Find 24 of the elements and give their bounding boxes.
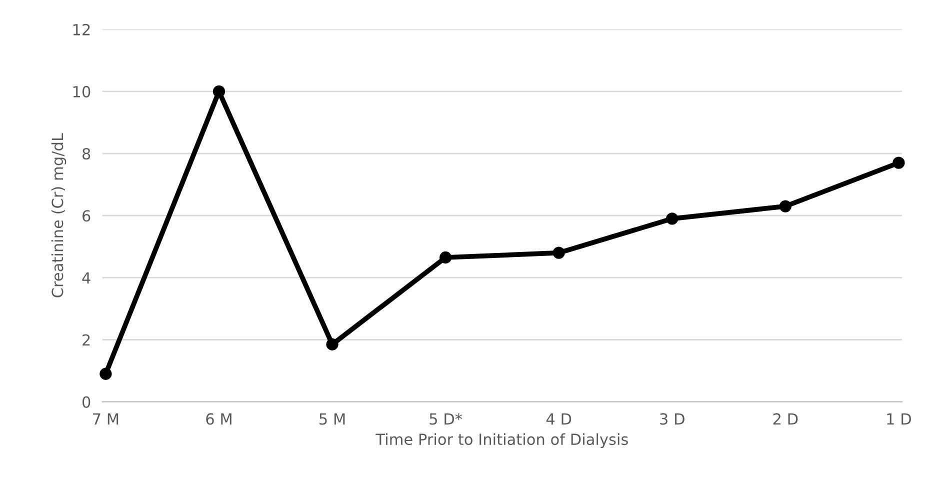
x-tick-label: 5 D*	[430, 413, 462, 425]
x-tick-label: 5 M	[320, 413, 345, 425]
x-tick-label: 1 D	[887, 413, 911, 425]
point	[779, 200, 792, 212]
point	[892, 156, 905, 169]
y-tick-label: 8	[82, 148, 90, 160]
point	[326, 338, 338, 350]
point	[666, 212, 678, 225]
y-tick-label: 6	[82, 210, 90, 222]
point	[552, 246, 565, 259]
x-tick-label: 7 M	[93, 413, 118, 425]
y-tick-label: 12	[73, 24, 90, 36]
y-tick-label: 10	[73, 86, 90, 98]
x-axis-title: Time Prior to Initiation of Dialysis	[376, 433, 628, 448]
x-tick-label: 4 D	[546, 413, 572, 425]
point	[100, 368, 112, 380]
x-tick-label: 3 D	[660, 413, 684, 425]
y-axis-title: Creatinine (Cr) mg/dL	[51, 133, 66, 298]
y-tick-label: 2	[82, 334, 90, 346]
x-tick-label: 6 M	[206, 413, 232, 425]
y-tick-label: 0	[82, 396, 90, 408]
x-tick-label: 2 D	[773, 413, 798, 425]
point	[439, 251, 452, 264]
y-tick-label: 4	[82, 272, 90, 284]
